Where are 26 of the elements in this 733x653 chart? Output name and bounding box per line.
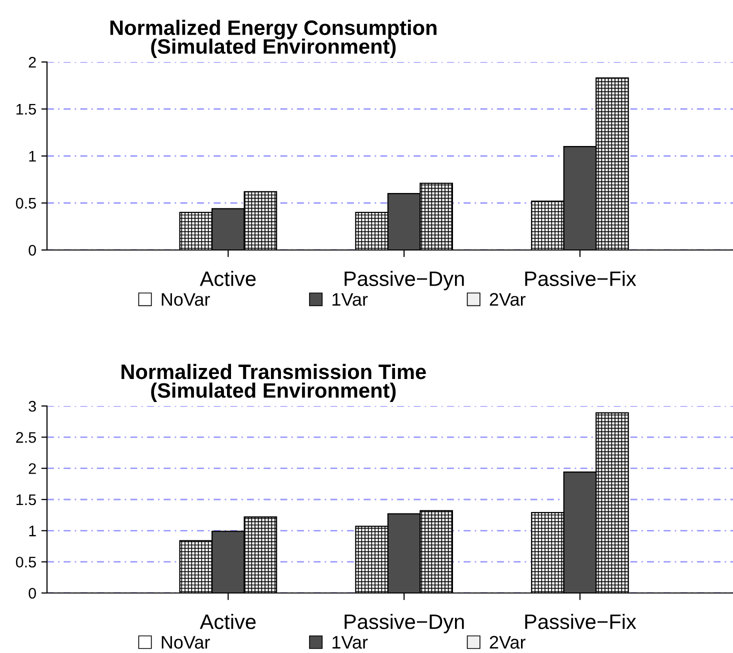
chart-title: Normalized Energy Consumption (Simulated Environment) xyxy=(110,20,436,58)
y-tick-label: 3 xyxy=(28,400,36,412)
x-tick-label: Passive−Dyn xyxy=(344,614,464,634)
y-tick-label: 0.5 xyxy=(16,556,36,568)
y-tick-label: 1 xyxy=(29,151,36,162)
y-tick-label: 2 xyxy=(28,463,36,474)
y-tick-label: 0 xyxy=(28,588,36,599)
legend-label: 2Var xyxy=(490,293,526,306)
x-tick-label: Passive−Dyn xyxy=(344,270,464,290)
legend-label: 1Var xyxy=(332,636,368,649)
y-tick-label: 0.5 xyxy=(16,198,36,209)
x-tick-label: Passive−Fix xyxy=(525,614,636,630)
y-tick-label: 1.5 xyxy=(16,104,36,115)
y-tick-label: 2.5 xyxy=(16,432,36,443)
chart-title: Normalized Transmission Time (Simulated Environment) xyxy=(122,364,426,402)
x-tick-label: Passive−Fix xyxy=(525,270,636,286)
legend-label: NoVar xyxy=(162,293,210,306)
y-tick-label: 0 xyxy=(28,244,36,256)
legend-label: 2Var xyxy=(490,636,526,649)
y-tick-label: 1 xyxy=(29,526,36,536)
legend-label: 1Var xyxy=(332,293,368,306)
y-tick-label: 1.5 xyxy=(16,494,36,506)
legend-label: NoVar xyxy=(162,636,210,649)
y-tick-label: 2 xyxy=(28,56,36,68)
x-tick-label: Active xyxy=(200,614,256,630)
x-tick-label: Active xyxy=(200,270,256,286)
